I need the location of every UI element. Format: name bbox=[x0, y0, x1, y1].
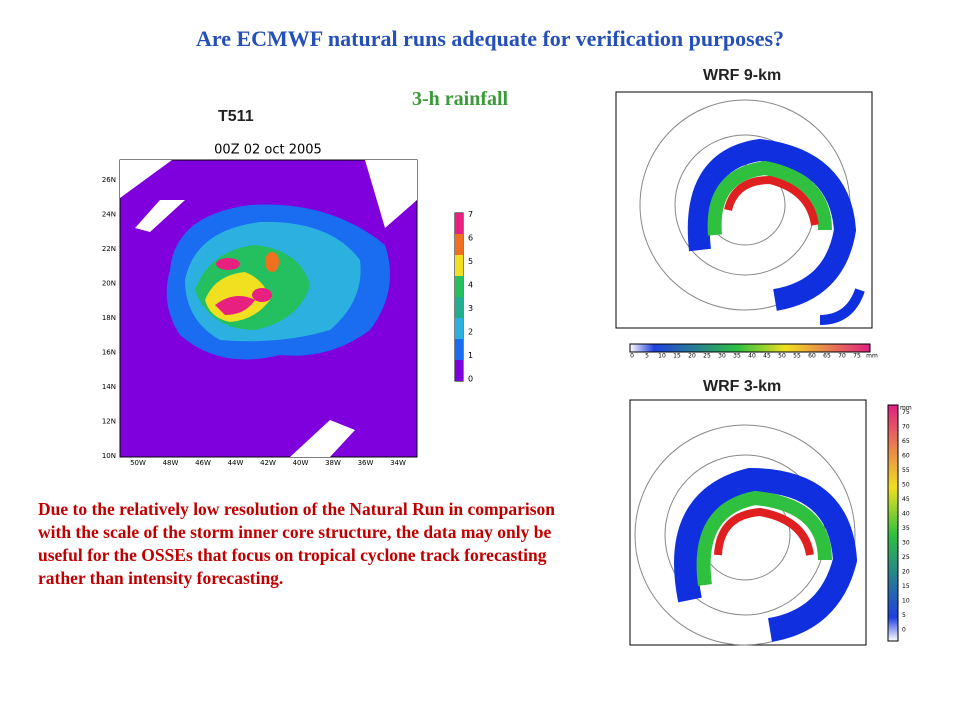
colorbar-swatch bbox=[455, 234, 463, 255]
colorbar-label: 10 bbox=[658, 353, 666, 360]
colorbar-label: 55 bbox=[793, 353, 801, 360]
lat-label: 12N bbox=[102, 418, 116, 426]
colorbar-label: 3 bbox=[468, 304, 473, 313]
colorbar-label: 4 bbox=[468, 281, 473, 290]
lon-label: 34W bbox=[390, 459, 406, 467]
colorbar-label: 50 bbox=[902, 482, 910, 489]
lat-label: 22N bbox=[102, 245, 116, 253]
lat-label: 24N bbox=[102, 211, 116, 219]
colorbar-swatch bbox=[455, 339, 463, 360]
subtitle: 3-h rainfall bbox=[412, 88, 509, 110]
note: Due to the relatively low resolution of … bbox=[38, 499, 556, 588]
lat-label: 16N bbox=[102, 349, 116, 357]
lat-label: 10N bbox=[102, 452, 116, 460]
wrf3-map bbox=[629, 399, 899, 646]
colorbar-label: 35 bbox=[733, 353, 741, 360]
colorbar-swatch bbox=[455, 255, 463, 276]
colorbar-label: 70 bbox=[838, 353, 846, 360]
lon-label: 48W bbox=[163, 459, 179, 467]
colorbar-label: 1 bbox=[468, 351, 473, 360]
colorbar-label: 70 bbox=[902, 424, 910, 431]
colorbar-swatch bbox=[455, 276, 463, 297]
panel-label: WRF 3-km bbox=[703, 378, 782, 395]
wrf9-map bbox=[615, 91, 873, 353]
colorbar-label: 25 bbox=[703, 353, 711, 360]
colorbar-swatch bbox=[455, 318, 463, 339]
colorbar-label: 20 bbox=[902, 569, 910, 576]
map-title: 00Z 02 oct 2005 bbox=[214, 143, 322, 158]
t511-map bbox=[119, 159, 464, 458]
colorbar-label: 65 bbox=[902, 438, 910, 445]
colorbar-label: 40 bbox=[748, 353, 756, 360]
colorbar-label: 60 bbox=[902, 453, 910, 460]
colorbar-label: mm bbox=[866, 353, 878, 360]
colorbar-label: 50 bbox=[778, 353, 786, 360]
colorbar-label: 5 bbox=[902, 612, 906, 619]
lon-label: 42W bbox=[260, 459, 276, 467]
colorbar-label: 0 bbox=[902, 627, 906, 634]
panel-label: WRF 9-km bbox=[703, 67, 782, 84]
colorbar-label: 15 bbox=[902, 583, 910, 590]
lon-label: 50W bbox=[130, 459, 146, 467]
lat-label: 14N bbox=[102, 383, 116, 391]
colorbar-label: 45 bbox=[763, 353, 771, 360]
colorbar-label: 5 bbox=[468, 257, 473, 266]
colorbar-label: 6 bbox=[468, 234, 473, 243]
colorbar-label: 5 bbox=[645, 353, 649, 360]
lon-label: 36W bbox=[358, 459, 374, 467]
lat-label: 20N bbox=[102, 280, 116, 288]
panel-label: T511 bbox=[218, 108, 254, 125]
lon-label: 40W bbox=[293, 459, 309, 467]
lon-label: 38W bbox=[325, 459, 341, 467]
colorbar-label: 75 bbox=[853, 353, 861, 360]
lon-label: 46W bbox=[195, 459, 211, 467]
colorbar-label: 2 bbox=[468, 328, 473, 337]
colorbar-unit: mm bbox=[900, 405, 912, 412]
colorbar-label: 40 bbox=[902, 511, 910, 518]
lat-label: 26N bbox=[102, 176, 116, 184]
colorbar-swatch bbox=[455, 297, 463, 318]
colorbar-label: 15 bbox=[673, 353, 681, 360]
colorbar-label: 10 bbox=[902, 598, 910, 605]
colorbar-label: 45 bbox=[902, 496, 910, 503]
colorbar-label: 55 bbox=[902, 467, 910, 474]
colorbar-swatch bbox=[455, 360, 463, 381]
colorbar-label: 30 bbox=[718, 353, 726, 360]
colorbar-label: 0 bbox=[630, 353, 634, 360]
colorbar-label: 30 bbox=[902, 540, 910, 547]
colorbar-label: 65 bbox=[823, 353, 831, 360]
colorbar-label: 0 bbox=[468, 375, 473, 384]
colorbar-label: 25 bbox=[902, 554, 910, 561]
colorbar-label: 20 bbox=[688, 353, 696, 360]
colorbar-label: 60 bbox=[808, 353, 816, 360]
lat-label: 18N bbox=[102, 314, 116, 322]
colorbar-label: 35 bbox=[902, 525, 910, 532]
slide-title: Are ECMWF natural runs adequate for veri… bbox=[195, 26, 785, 51]
lon-label: 44W bbox=[228, 459, 244, 467]
colorbar-label: 7 bbox=[468, 210, 473, 219]
colorbar-label: 75 bbox=[902, 409, 910, 416]
colorbar-swatch bbox=[455, 213, 463, 234]
